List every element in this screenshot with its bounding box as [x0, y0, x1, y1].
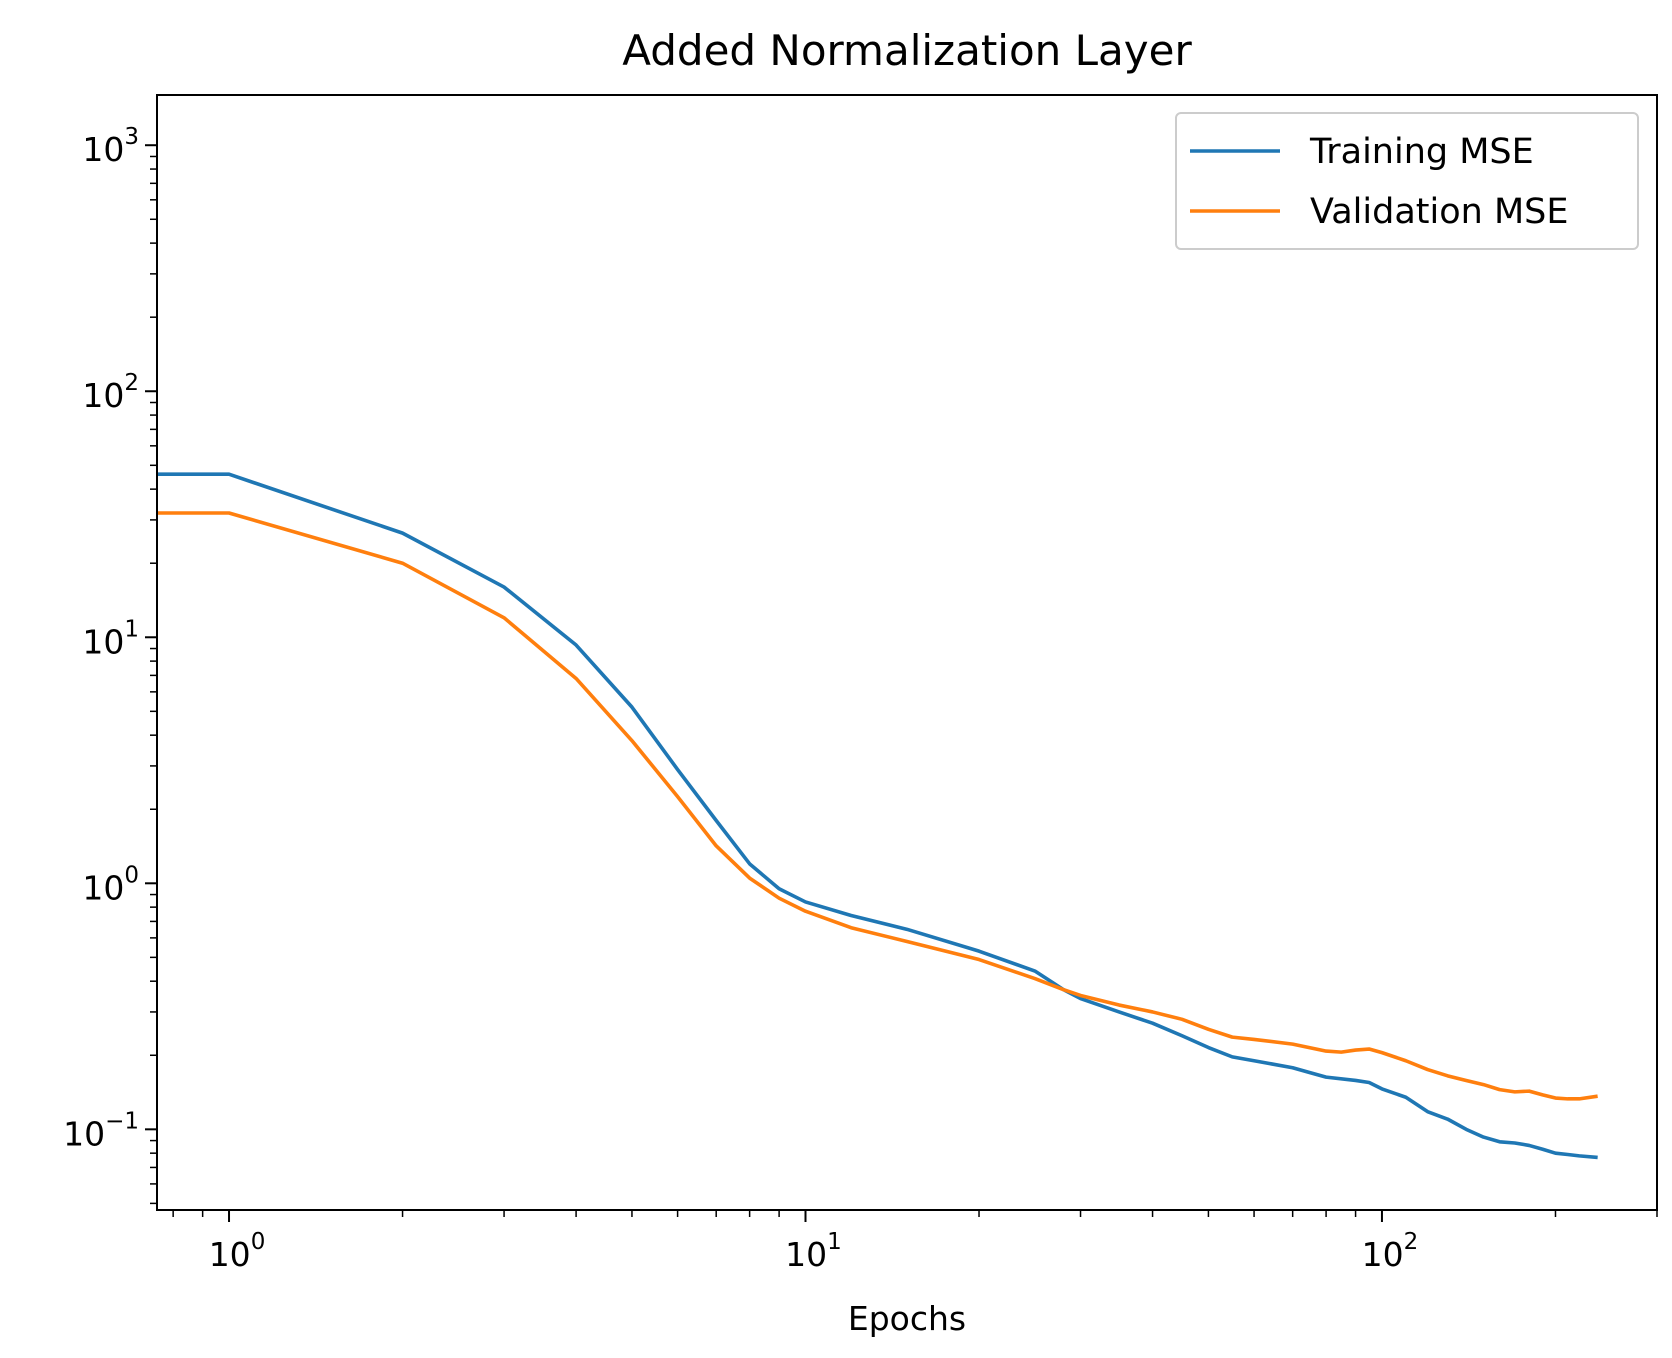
legend-label-2: Validation MSE: [1310, 192, 1568, 232]
x-tick-label: 101: [785, 1229, 842, 1274]
y-tick-label: 10−1: [63, 1108, 139, 1153]
x-tick-label: 100: [209, 1229, 266, 1274]
y-tick-label: 102: [82, 370, 139, 415]
legend: Training MSE Validation MSE: [1175, 112, 1639, 250]
tick-layer: 100 101 102 10−1 100 101 102 103: [63, 124, 1658, 1274]
x-tick-label: 102: [1362, 1229, 1419, 1274]
y-tick-label: 103: [82, 124, 139, 169]
series-layer: [157, 472, 1598, 1160]
legend-label-1: Training MSE: [1309, 132, 1534, 172]
x-axis-label: Epochs: [848, 1299, 966, 1338]
series-line-1: [157, 472, 1598, 1160]
plot-area-frame: [156, 94, 1658, 1211]
legend-box: [1175, 112, 1639, 250]
y-tick-label: 101: [82, 616, 139, 661]
series-line-2: [157, 511, 1598, 1101]
y-tick-label: 100: [82, 862, 139, 907]
chart-title: Added Normalization Layer: [622, 26, 1192, 75]
